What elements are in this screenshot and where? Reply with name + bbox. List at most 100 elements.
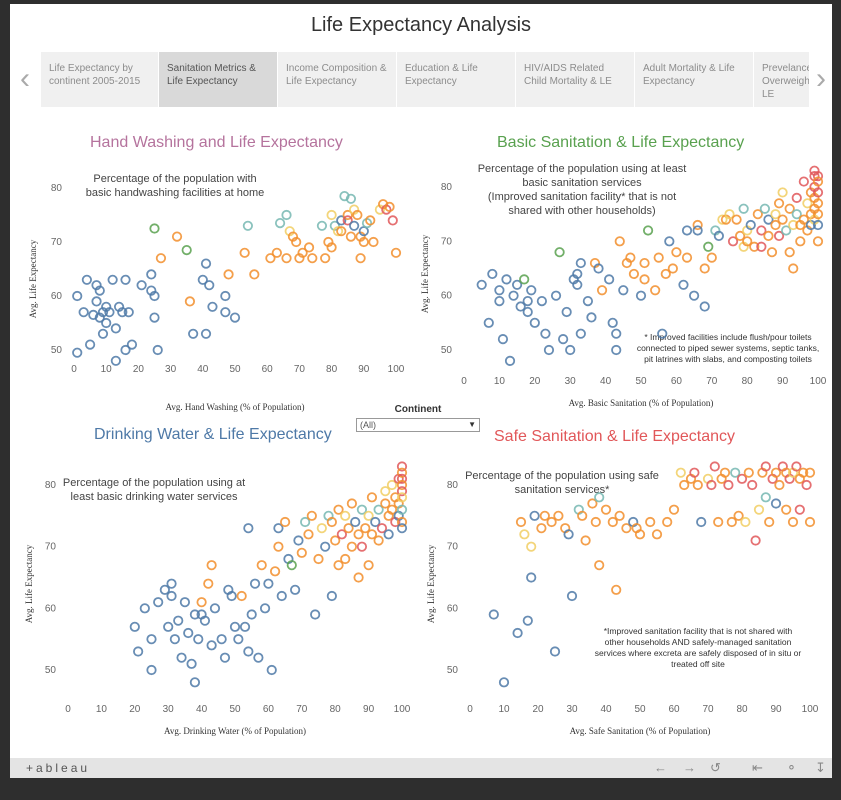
scatter-point: [692, 225, 703, 236]
scatter-point: [306, 510, 317, 521]
scatter-point: [117, 307, 128, 318]
scatter-point: [699, 263, 710, 274]
scatter-point: [220, 307, 231, 318]
scatter-point: [326, 590, 337, 602]
redo-icon[interactable]: →: [683, 760, 696, 775]
scatter-point: [515, 516, 527, 528]
scatter-point: [239, 247, 250, 258]
chart-annotation: Percentage of the population using at: [63, 477, 245, 489]
scatter-point: [330, 535, 341, 546]
tableau-toolbar: +ableau ← → ↺ ⇤ ⚬ ↧: [10, 758, 832, 778]
scatter-point: [706, 252, 717, 263]
scatter-point: [273, 523, 284, 534]
scatter-point: [94, 285, 105, 296]
scatter-point: [193, 634, 204, 645]
scatter-point: [249, 269, 260, 280]
scatter-point: [163, 621, 174, 632]
scatter-point: [756, 241, 767, 252]
scatter-point: [763, 230, 774, 241]
scatter-point: [358, 236, 369, 248]
share-icon[interactable]: ⚬: [786, 760, 797, 775]
x-tick-label: 20: [532, 704, 544, 715]
chart-annotation: Percentage of the population using at le…: [478, 163, 687, 175]
tab-adult-mortality[interactable]: Adult Mortality & Life Expectancy: [635, 52, 754, 107]
x-axis-label: Avg. Safe Sanitation (% of Population): [570, 726, 711, 736]
chart-annotation: Percentage of the population with: [93, 173, 256, 185]
tab-income-composition[interactable]: Income Composition & Life Expectancy: [278, 52, 397, 107]
y-tick-label: 60: [447, 603, 459, 614]
x-tick-label: 100: [810, 376, 827, 387]
scatter-point: [745, 219, 756, 231]
scatter-point: [726, 516, 737, 528]
scatter-point: [593, 263, 604, 274]
scatter-point: [146, 269, 157, 280]
scatter-point: [536, 523, 547, 534]
tab-life-expectancy-by-continent[interactable]: Life Expectancy by continent 2005-2015: [41, 52, 159, 107]
scatter-point: [293, 535, 304, 546]
chevron-right-icon[interactable]: ›: [816, 62, 826, 95]
scatter-point: [812, 171, 824, 182]
tab-sanitation-metrics[interactable]: Sanitation Metrics & Life Expectancy: [159, 52, 278, 107]
scatter-point: [265, 253, 276, 264]
download-icon[interactable]: ↧: [815, 760, 826, 775]
scatter-point: [788, 263, 799, 274]
chevron-left-icon[interactable]: ‹: [20, 62, 30, 95]
scatter-point: [572, 268, 583, 280]
scatter-point: [522, 295, 533, 307]
dashboard-page: Life Expectancy Analysis ‹ › Life Expect…: [10, 4, 832, 758]
x-tick-label: 50: [634, 704, 646, 715]
x-tick-label: 70: [706, 376, 718, 387]
chart-title-safe-sanitation: Safe Sanitation & Life Expectancy: [494, 428, 736, 445]
scatter-point: [336, 215, 347, 226]
scatter-point: [812, 236, 824, 247]
scatter-point: [733, 510, 744, 521]
tab-education[interactable]: Education & Life Expectancy: [397, 52, 516, 107]
revert-icon[interactable]: ↺: [710, 760, 721, 775]
scatter-point: [529, 510, 540, 521]
y-tick-label: 80: [447, 480, 459, 491]
scatter-point: [812, 209, 824, 220]
x-tick-label: 40: [600, 704, 612, 715]
scatter-point: [387, 215, 398, 226]
scatter-point: [126, 339, 138, 350]
tab-hiv-aids[interactable]: HIV/AIDS Related Child Mortality & LE: [516, 52, 635, 107]
scatter-point: [207, 301, 218, 312]
scatter-point: [199, 615, 211, 626]
scatter-point: [731, 214, 742, 225]
scatter-point: [233, 634, 244, 645]
tab-prevalence-overweight[interactable]: Prevelance Overweight LE: [754, 52, 809, 107]
scatter-point: [798, 214, 809, 225]
scatter-point: [219, 652, 231, 663]
first-page-icon[interactable]: ⇤: [752, 760, 763, 775]
x-tick-label: 50: [635, 376, 647, 387]
scatter-point: [713, 516, 724, 528]
scatter-point: [628, 268, 640, 280]
scatter-point: [110, 323, 121, 334]
scatter-point: [651, 529, 663, 540]
scatter-point: [120, 274, 131, 285]
scatter-point: [774, 479, 785, 491]
scatter-point: [176, 652, 187, 663]
x-tick-label: 10: [96, 704, 108, 715]
scatter-point: [166, 590, 177, 602]
continent-dropdown[interactable]: (All) ▼: [356, 418, 480, 432]
scatter-point: [196, 597, 207, 608]
scatter-point: [743, 467, 754, 478]
scatter-point: [519, 274, 530, 285]
scatter-point: [200, 258, 212, 269]
scatter-point: [310, 609, 321, 620]
chart-title-drinking-water: Drinking Water & Life Expectancy: [94, 426, 332, 443]
scatter-point: [149, 223, 160, 234]
scatter-point: [511, 279, 523, 290]
scatter-point: [340, 553, 351, 565]
scatter-point: [380, 486, 391, 497]
x-tick-label: 20: [133, 364, 145, 375]
scatter-point: [699, 301, 710, 312]
scatter-point: [85, 339, 96, 350]
scatter-point: [540, 328, 551, 339]
scatter-point: [72, 290, 83, 302]
scatter-point: [366, 492, 378, 503]
undo-icon[interactable]: ←: [654, 760, 667, 775]
scatter-point: [798, 467, 809, 478]
scatter-point: [342, 215, 353, 226]
